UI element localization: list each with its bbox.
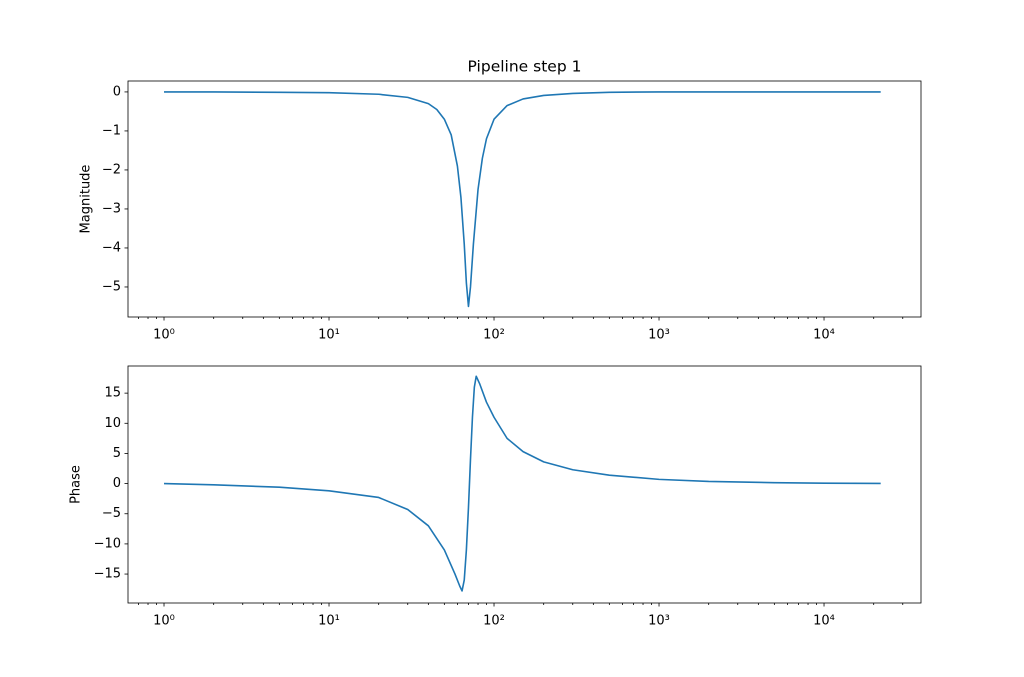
y-axis-label: Magnitude	[79, 165, 94, 234]
y-tick-label: 15	[104, 386, 121, 401]
x-tick-label: 10²	[483, 614, 505, 629]
y-tick-label: −1	[102, 123, 121, 138]
y-tick-label: 0	[113, 84, 121, 99]
y-axis-label: Phase	[69, 465, 84, 504]
y-tick-label: −3	[102, 201, 121, 216]
y-tick-label: 5	[113, 446, 121, 461]
y-tick-label: −2	[102, 162, 121, 177]
x-tick-label: 10¹	[318, 328, 340, 343]
x-tick-label: 10⁰	[153, 614, 175, 629]
y-tick-label: −10	[94, 536, 121, 551]
data-line	[163, 375, 881, 592]
x-tick-label: 10²	[483, 328, 505, 343]
x-tick-label: 10⁴	[813, 614, 835, 629]
data-line	[164, 91, 881, 308]
x-tick-label: 10⁴	[813, 328, 835, 343]
plot-frame	[127, 80, 922, 318]
plot-frame	[127, 365, 922, 604]
x-tick-label: 10³	[648, 328, 670, 343]
chart-title: Pipeline step 1	[468, 58, 582, 76]
x-tick-label: 10¹	[318, 614, 340, 629]
y-tick-label: −5	[102, 506, 121, 521]
x-tick-label: 10³	[648, 614, 670, 629]
y-tick-label: 10	[104, 416, 121, 431]
y-tick-label: −15	[94, 567, 121, 582]
y-tick-label: −5	[102, 279, 121, 294]
y-tick-label: 0	[113, 476, 121, 491]
x-tick-label: 10⁰	[153, 328, 175, 343]
y-tick-label: −4	[102, 240, 121, 255]
